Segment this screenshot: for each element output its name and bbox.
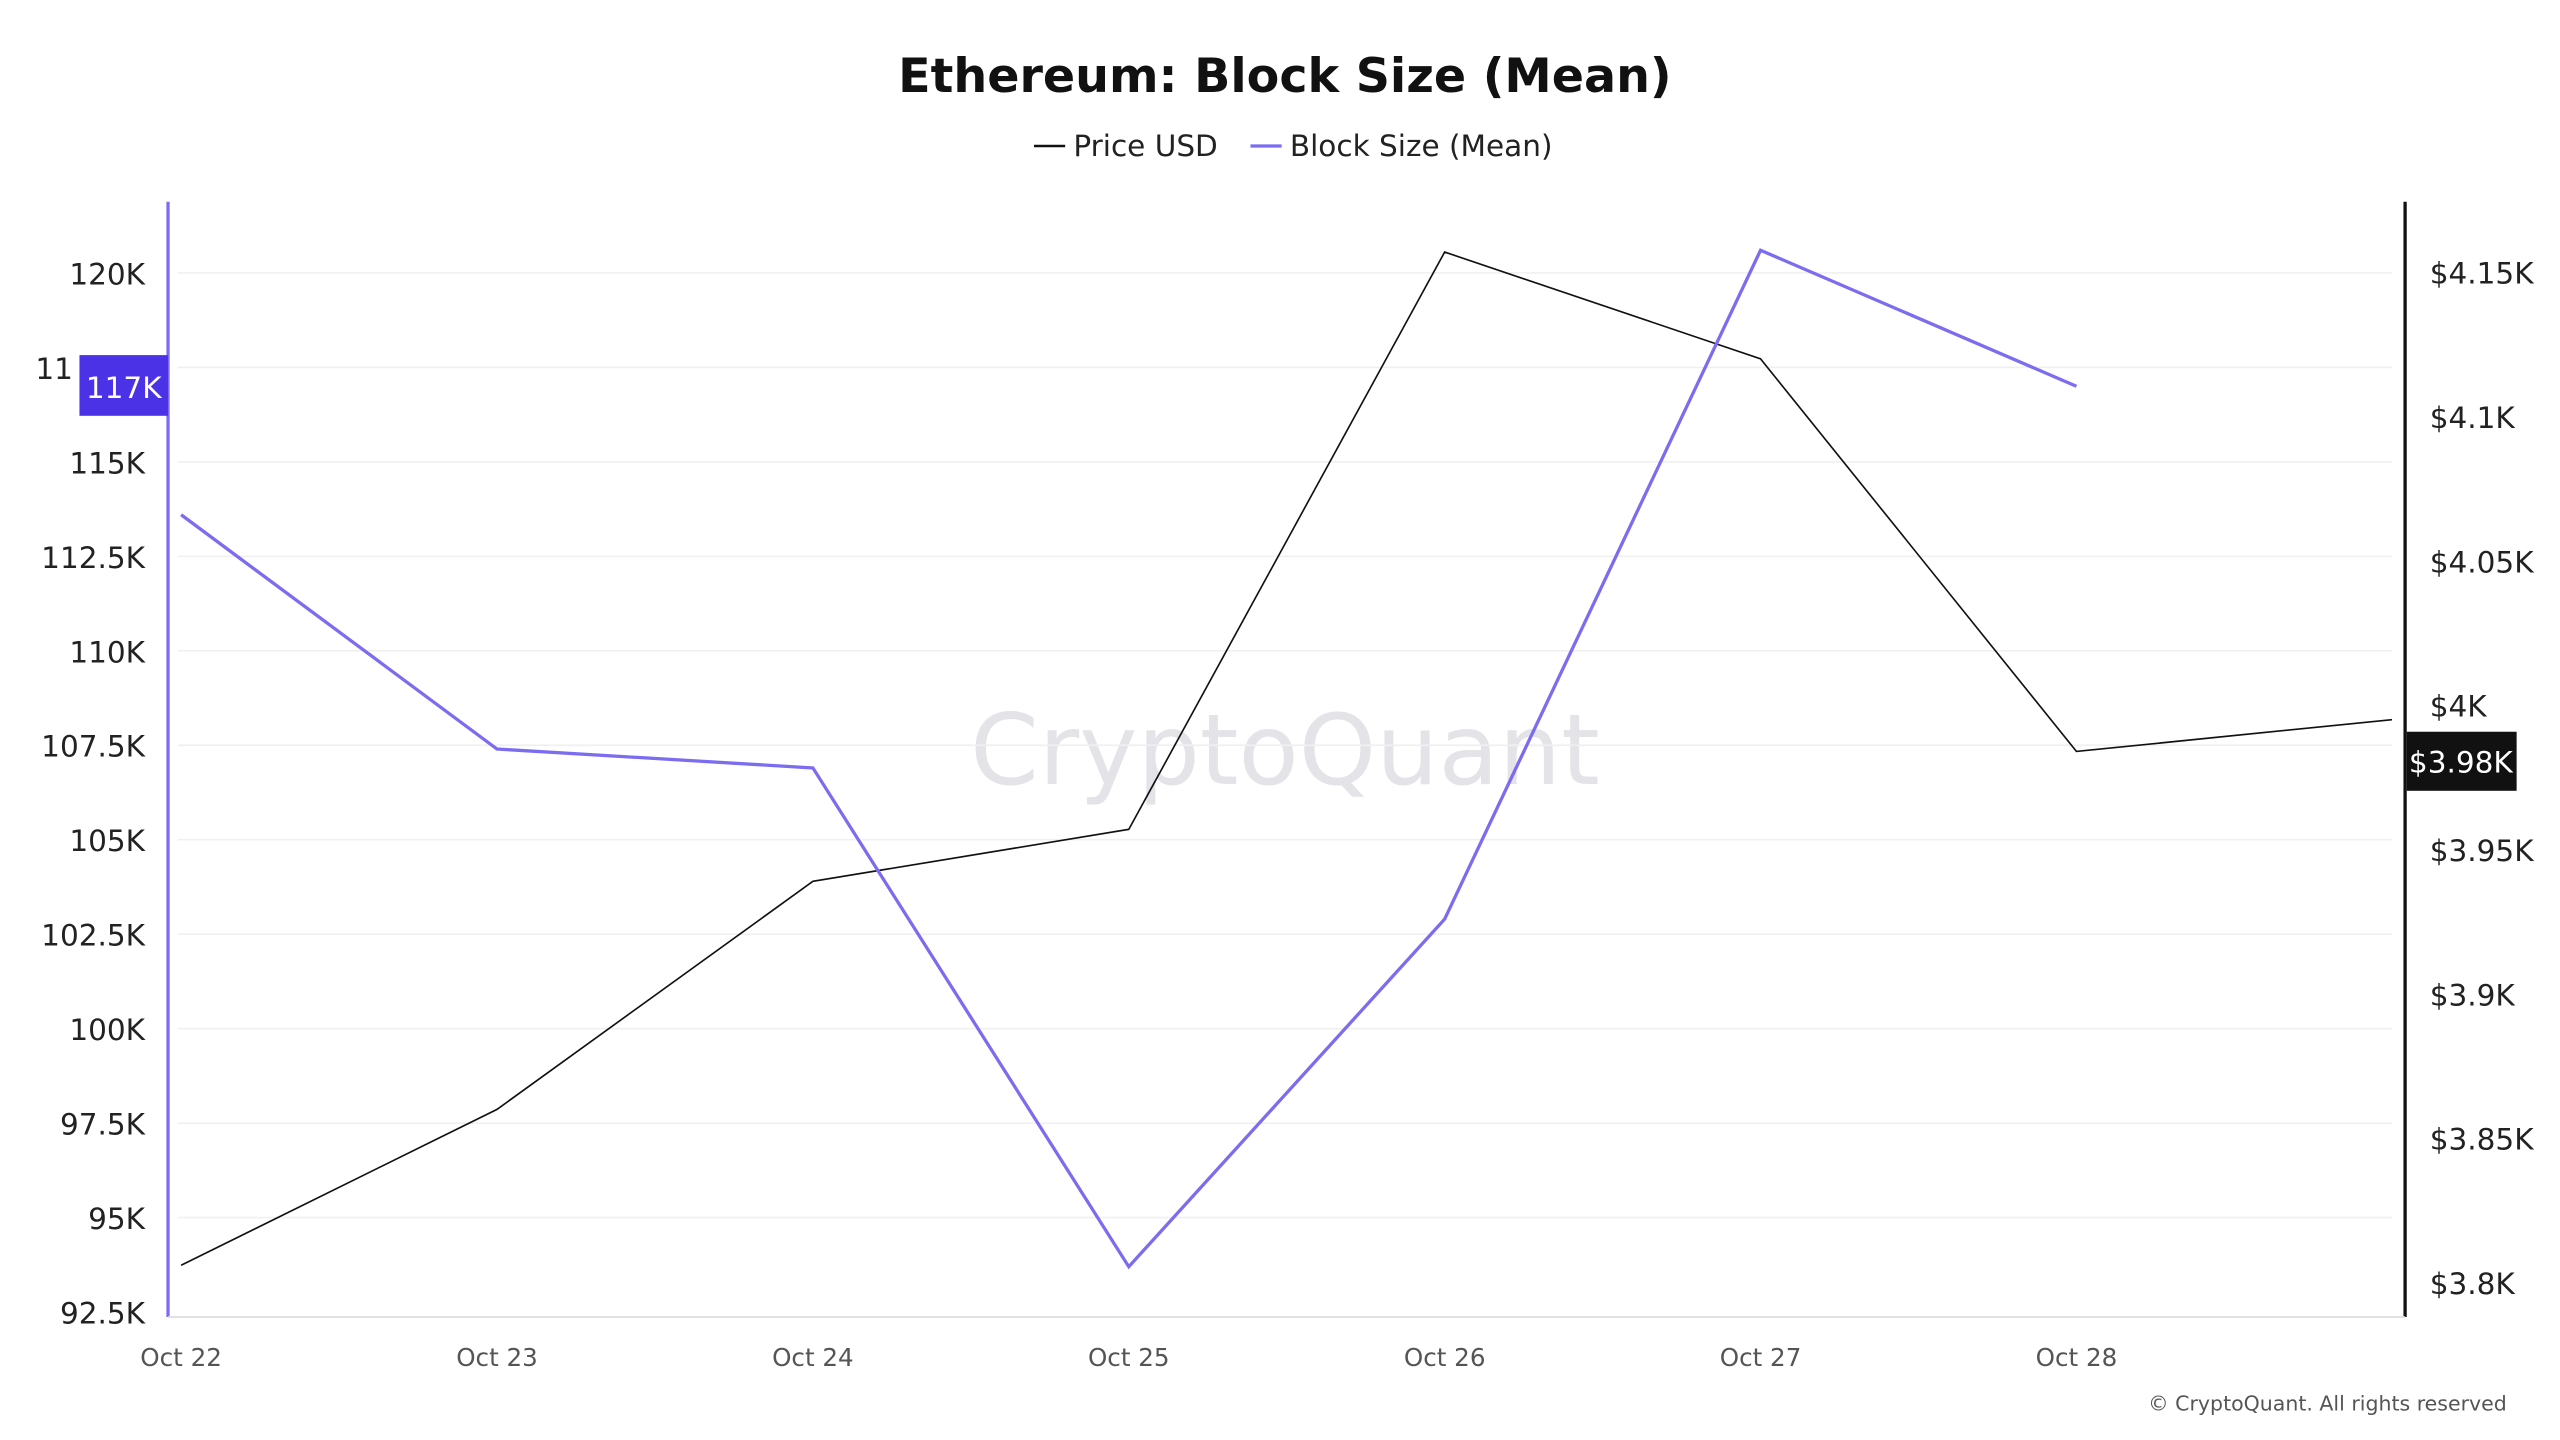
- x-tick-label: Oct 24: [772, 1343, 854, 1372]
- y-left-tick-label: 107.5K: [41, 730, 145, 764]
- y-right-tick-label: $4.05K: [2430, 545, 2534, 579]
- x-tick-label: Oct 26: [1404, 1343, 1486, 1372]
- x-tick-label: Oct 23: [456, 1343, 538, 1372]
- y-right-current-value-label: $3.98K: [2409, 746, 2513, 780]
- y-right-tick-label: $4K: [2430, 690, 2488, 724]
- y-right-tick-label: $4.1K: [2430, 401, 2516, 435]
- y-right-tick-label: $3.9K: [2430, 978, 2516, 1012]
- grid: [177, 272, 2392, 1219]
- y-left-tick-label: 97.5K: [60, 1108, 146, 1142]
- y-right-tick-label: $3.8K: [2430, 1267, 2516, 1301]
- y-left-tick-label: 115K: [69, 446, 145, 480]
- y-left-tick-label: 100K: [69, 1013, 145, 1047]
- series-lines: [180, 248, 2393, 1270]
- y-left-tick-label: 112.5K: [41, 541, 145, 575]
- x-tick-label: Oct 22: [140, 1343, 222, 1372]
- legend-label-block-size[interactable]: Block Size (Mean): [1290, 129, 1553, 163]
- x-tick-label: Oct 25: [1088, 1343, 1170, 1372]
- y-left-tick-label: 105K: [69, 824, 145, 858]
- price-usd-line: [180, 251, 2393, 1266]
- y-left-tick-label: 102.5K: [41, 919, 145, 953]
- tick-labels: 92.5K 95K 97.5K 100K 102.5K 105K 107.5K 110K 112…: [35, 257, 2534, 1372]
- y-left-tick-label: 120K: [69, 257, 145, 291]
- y-right-tick-label: $3.95K: [2430, 834, 2534, 868]
- copyright: © CryptoQuant. All rights reserved: [2148, 1391, 2507, 1415]
- x-tick-label: Oct 27: [1720, 1343, 1802, 1372]
- y-left-tick-label: 11: [35, 352, 73, 386]
- watermark: CryptoQuant: [970, 694, 1600, 808]
- y-left-tick-label: 92.5K: [60, 1297, 146, 1331]
- y-right-tick-label: $4.15K: [2430, 257, 2534, 291]
- legend: Price USD Block Size (Mean): [1033, 129, 1553, 163]
- x-tick-label: Oct 28: [2036, 1343, 2118, 1372]
- y-left-current-value-badge: [79, 355, 169, 416]
- y-left-tick-label: 95K: [88, 1202, 146, 1236]
- legend-label-price[interactable]: Price USD: [1073, 129, 1217, 163]
- y-right-tick-label: $3.85K: [2430, 1123, 2534, 1157]
- y-left-tick-label: 110K: [69, 635, 145, 669]
- chart-title: Ethereum: Block Size (Mean): [898, 49, 1672, 104]
- y-right-current-value-badge: [2406, 731, 2517, 791]
- y-left-current-value-label: 117K: [86, 371, 162, 405]
